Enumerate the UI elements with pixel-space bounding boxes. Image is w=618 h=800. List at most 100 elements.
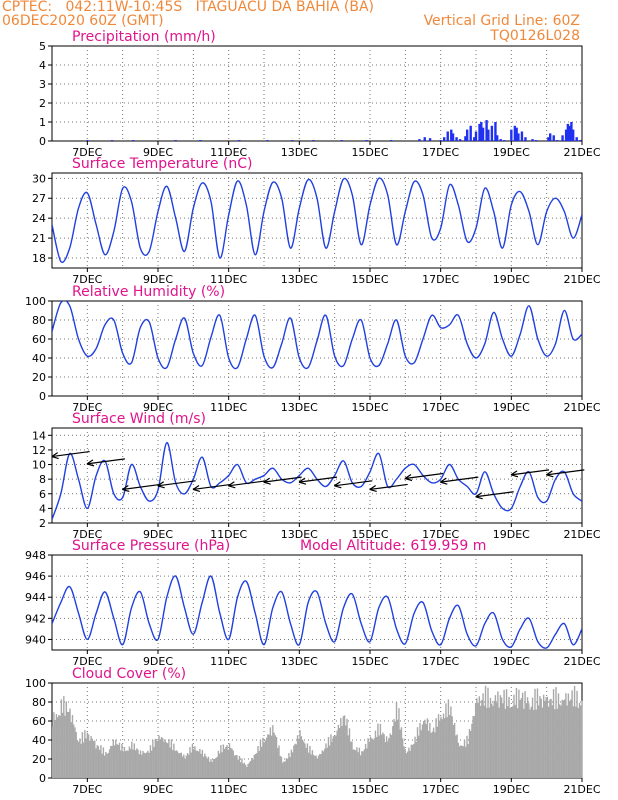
cloud-bar — [531, 697, 534, 778]
cloud-bar — [390, 735, 393, 778]
cloud-bar — [96, 745, 98, 778]
cloud-bar — [359, 755, 362, 778]
cloud-bar — [152, 740, 154, 778]
precip-bar — [451, 133, 455, 141]
cloud-bar — [581, 700, 583, 778]
cloud-bar — [74, 727, 76, 778]
cloud-bar — [259, 739, 262, 778]
cloud-bar — [76, 740, 79, 778]
cloud-bar — [95, 748, 97, 778]
precip-bar — [520, 131, 524, 141]
cloud-bar — [539, 696, 541, 778]
cloud-bar — [576, 690, 578, 778]
cloud-bar — [171, 750, 174, 778]
cloud-bar — [358, 747, 361, 778]
cloud-bar — [494, 695, 497, 778]
cloud-bar — [300, 736, 302, 778]
precip-bar — [517, 133, 520, 141]
precip-bar — [490, 125, 494, 141]
y-tick-label: 24 — [32, 212, 46, 225]
precip-bar — [464, 136, 467, 141]
cloud-bar — [285, 758, 288, 778]
precip-bar — [478, 123, 481, 141]
precip-bar — [312, 140, 315, 141]
cloud-bar — [544, 700, 546, 778]
cloud-bar — [212, 759, 215, 778]
x-tick-label: 9DEC — [143, 146, 173, 159]
cloud-bar — [242, 763, 244, 778]
cloud-bar — [481, 700, 483, 778]
cloud-bar — [97, 746, 100, 778]
cloud-bar — [134, 750, 137, 778]
x-tick-label: 11DEC — [210, 655, 247, 668]
cloud-bar — [503, 689, 505, 778]
cloud-bar — [321, 750, 323, 778]
x-tick-label: 17DEC — [422, 146, 459, 159]
cloud-bar — [518, 689, 520, 778]
cloud-bar — [81, 732, 84, 778]
precip-bar — [534, 140, 538, 141]
cloud-bar — [286, 758, 289, 778]
cloud-bar — [400, 727, 403, 778]
cloud-bar — [399, 729, 401, 778]
cloud-bar — [298, 738, 300, 778]
cloud-bar — [236, 754, 238, 778]
cloud-bar — [282, 762, 284, 778]
cloud-bar — [70, 722, 72, 778]
cloud-bar — [488, 707, 490, 778]
y-tick-label: 1 — [39, 116, 46, 129]
cloud-bar — [137, 749, 139, 778]
cloud-bar — [174, 750, 176, 778]
precip-bar — [570, 122, 573, 141]
cloud-bar — [305, 747, 307, 778]
cloud-bar — [186, 752, 189, 778]
cloud-bar — [521, 692, 524, 778]
cloud-bar — [75, 731, 77, 778]
cloud-bar — [533, 709, 535, 778]
cloud-bar — [61, 712, 64, 778]
x-tick-label: 11DEC — [210, 401, 247, 414]
cloud-bar — [190, 752, 192, 778]
cloud-bar — [150, 750, 153, 778]
y-tick-label: 944 — [25, 591, 46, 604]
cloud-bar — [346, 718, 348, 778]
x-tick-label: 21DEC — [563, 655, 600, 668]
x-tick-label: 21DEC — [563, 273, 600, 286]
cloud-bar — [143, 752, 145, 778]
cloud-bar — [279, 755, 281, 778]
cloud-bar — [445, 703, 447, 778]
cloud-bar — [288, 753, 290, 778]
y-tick-label: 0 — [39, 135, 46, 148]
cloud-bar — [557, 693, 560, 778]
cloud-bar — [560, 705, 562, 778]
cloud-bar — [270, 735, 273, 778]
cloud-bar — [120, 750, 122, 778]
cloud-bar — [168, 739, 170, 778]
panel-wind: 2 46 810 12 14 7DEC 9DEC 11DEC 13DEC 15DEC 17DEC 19… — [32, 411, 601, 541]
cloud-bar — [58, 714, 60, 778]
cloud-bar — [113, 745, 116, 778]
cloud-bar — [341, 725, 343, 778]
cloud-bar — [565, 693, 567, 778]
cloud-bar — [107, 752, 110, 778]
x-tick-label: 15DEC — [351, 528, 388, 541]
cloud-bar — [580, 705, 582, 778]
cloud-bar — [577, 707, 579, 778]
y-tick-label: 6 — [39, 488, 46, 501]
cloud-bar — [406, 751, 409, 778]
cloud-bar — [378, 735, 380, 778]
x-tick-label: 19DEC — [493, 528, 530, 541]
cloud-bar — [499, 695, 502, 778]
cloud-bar — [253, 755, 255, 778]
precip-bar — [469, 125, 472, 141]
series-line — [52, 301, 582, 370]
cloud-bar — [388, 737, 390, 778]
cloud-bar — [79, 738, 81, 778]
precip-bar — [428, 138, 432, 141]
cloud-bar — [534, 688, 536, 778]
cloud-bar — [471, 723, 473, 778]
cloud-bar — [200, 753, 202, 778]
cloud-bar — [526, 697, 529, 778]
cloud-bar — [563, 699, 566, 778]
cloud-bar — [371, 738, 373, 778]
